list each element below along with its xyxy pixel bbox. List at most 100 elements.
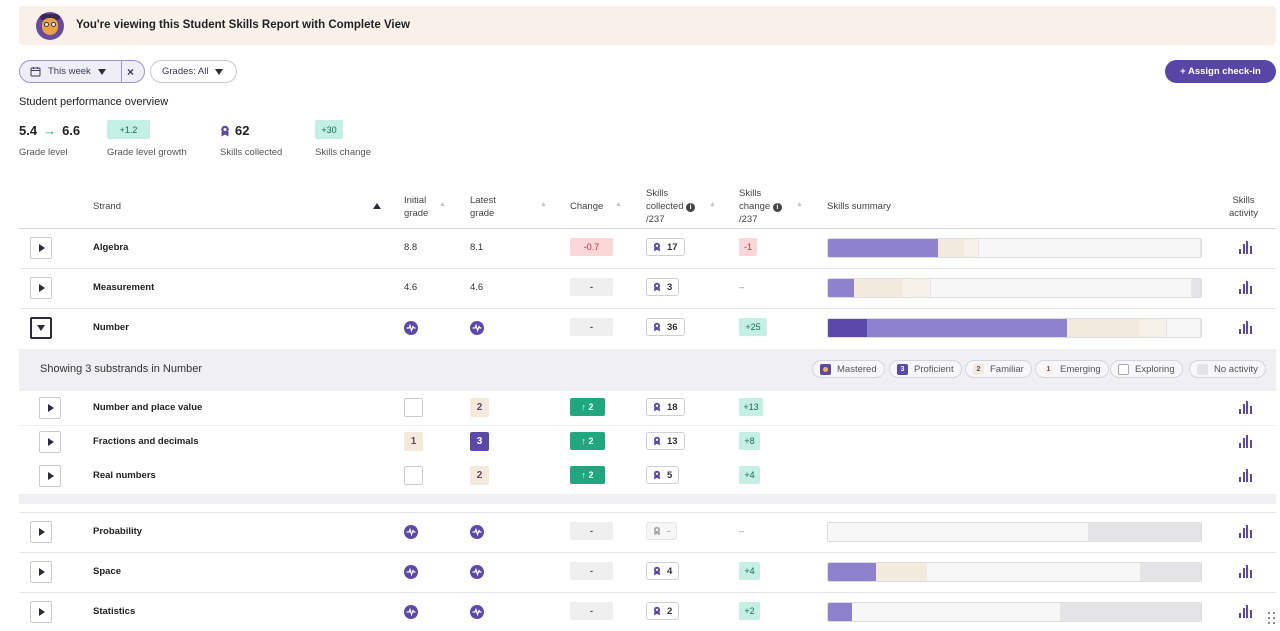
skills-change: +8	[739, 432, 760, 450]
skills-change: +4	[739, 562, 760, 580]
summary-segment-familiar	[938, 239, 965, 257]
ribbon-icon	[653, 470, 661, 480]
latest-grade-header[interactable]: Latest grade	[470, 195, 496, 219]
activity-chart-icon[interactable]	[1239, 401, 1252, 414]
calendar-icon	[30, 67, 41, 77]
skills-collected-badge: 5	[646, 466, 680, 484]
activity-chart-icon[interactable]	[1239, 241, 1252, 254]
activity-chart-icon[interactable]	[1239, 469, 1252, 482]
week-filter[interactable]: This week ×	[19, 60, 145, 83]
skills-collected-header[interactable]: Skills collected i/237	[646, 187, 696, 226]
ribbon-icon	[653, 436, 661, 446]
expand-row-button[interactable]	[30, 601, 52, 623]
expand-row-button[interactable]	[30, 521, 52, 543]
skills-change: -1	[739, 238, 757, 256]
expand-row-button[interactable]	[30, 561, 52, 583]
play-icon	[39, 568, 45, 576]
summary-segment-proficient	[828, 563, 877, 581]
expand-row-button[interactable]	[30, 277, 52, 299]
strand-name: Algebra	[93, 242, 129, 253]
skills-change-label: Skills change	[315, 147, 371, 158]
activity-chart-icon[interactable]	[1239, 435, 1252, 448]
skills-change: –	[739, 282, 745, 292]
activity-pulse-icon	[470, 321, 484, 335]
skills-change-header[interactable]: Skills change i/237	[739, 187, 782, 226]
info-icon[interactable]: i	[686, 203, 696, 212]
activity-chart-icon[interactable]	[1239, 605, 1252, 618]
sort-icon[interactable]: ▲	[709, 201, 716, 208]
skills-change: +2	[739, 602, 760, 620]
sort-icon[interactable]: ▲	[540, 201, 547, 208]
activity-chart-icon[interactable]	[1239, 321, 1252, 334]
summary-segment-proficient	[828, 603, 853, 621]
skills-summary-bar	[827, 278, 1202, 298]
expand-row-button[interactable]	[39, 465, 61, 487]
initial-grade-box: 1	[404, 432, 423, 451]
ribbon-icon	[653, 566, 661, 576]
summary-segment-proficient	[828, 239, 939, 257]
grade-change: ↑ 2	[570, 466, 605, 484]
latest-grade: 4.6	[470, 282, 484, 293]
skills-collected-badge: 18	[646, 398, 685, 416]
summary-segment-no-activity	[1089, 523, 1201, 541]
legend-exploring: Exploring	[1110, 360, 1183, 378]
expand-row-button[interactable]	[39, 431, 61, 453]
sort-asc-icon[interactable]	[373, 203, 381, 209]
skills-collected-badge: 36	[646, 318, 685, 336]
expand-row-button[interactable]	[30, 237, 52, 259]
initial-grade: 4.6	[404, 282, 418, 293]
chevron-down-icon	[37, 325, 45, 331]
legend-mastered: Mastered	[812, 360, 885, 378]
summary-segment-no-activity	[1141, 563, 1201, 581]
skills-collected-badge: 13	[646, 432, 685, 450]
initial-grade: 8.8	[404, 242, 418, 253]
summary-segment-exploring	[852, 603, 1062, 621]
chevron-down-icon	[97, 68, 106, 75]
grades-filter[interactable]: Grades: All	[150, 60, 237, 83]
activity-chart-icon[interactable]	[1239, 525, 1252, 538]
activity-chart-icon[interactable]	[1239, 281, 1252, 294]
skills-collected-badge: 3	[646, 278, 680, 296]
change-header[interactable]: Change	[570, 201, 604, 212]
grade-growth-value: +1.2	[107, 120, 150, 139]
latest-grade-box: 2	[470, 398, 489, 417]
legend-proficient: 3 Proficient	[889, 360, 962, 378]
skills-summary-bar	[827, 602, 1202, 622]
activity-pulse-icon	[470, 605, 484, 619]
skills-collected-value: 62	[220, 123, 249, 138]
strand-name: Probability	[93, 526, 143, 537]
activity-pulse-icon	[470, 525, 484, 539]
skills-collected-badge: 2	[646, 602, 680, 620]
assign-checkin-button[interactable]: + Assign check-in	[1165, 60, 1276, 83]
strand-header[interactable]: Strand	[93, 201, 121, 212]
sort-icon[interactable]: ▲	[796, 201, 803, 208]
skills-change: +4	[739, 466, 760, 484]
ribbon-icon	[653, 526, 661, 536]
grade-change: -	[570, 562, 613, 580]
activity-chart-icon[interactable]	[1239, 565, 1252, 578]
summary-segment-familiar	[876, 563, 927, 581]
chevron-down-icon	[215, 68, 224, 75]
expand-row-button[interactable]	[39, 397, 61, 419]
drag-handle-icon[interactable]	[1268, 612, 1278, 626]
strand-name: Number	[93, 322, 129, 333]
summary-segment-proficient	[867, 319, 1067, 337]
skills-summary-bar	[827, 522, 1202, 542]
skills-change: +25	[739, 318, 767, 336]
summary-segment-no-activity	[1191, 279, 1201, 297]
grade-change: ↑ 2	[570, 398, 605, 416]
info-icon[interactable]: i	[772, 203, 782, 212]
clear-filter-button[interactable]: ×	[127, 64, 135, 79]
substrand-name: Number and place value	[93, 402, 203, 413]
collapse-row-button[interactable]	[30, 317, 52, 339]
summary-segment-emerging	[1139, 319, 1168, 337]
summary-segment-exploring	[926, 563, 1142, 581]
grade-level-label: Grade level	[19, 147, 68, 158]
initial-grade-header[interactable]: Initial grade	[404, 195, 429, 219]
sort-icon[interactable]: ▲	[615, 201, 622, 208]
sort-icon[interactable]: ▲	[439, 201, 446, 208]
grade-change: ↑ 2	[570, 432, 605, 450]
initial-grade-box	[404, 466, 423, 485]
skills-activity-header: Skills activity	[1229, 195, 1259, 219]
grade-change: -	[570, 602, 613, 620]
